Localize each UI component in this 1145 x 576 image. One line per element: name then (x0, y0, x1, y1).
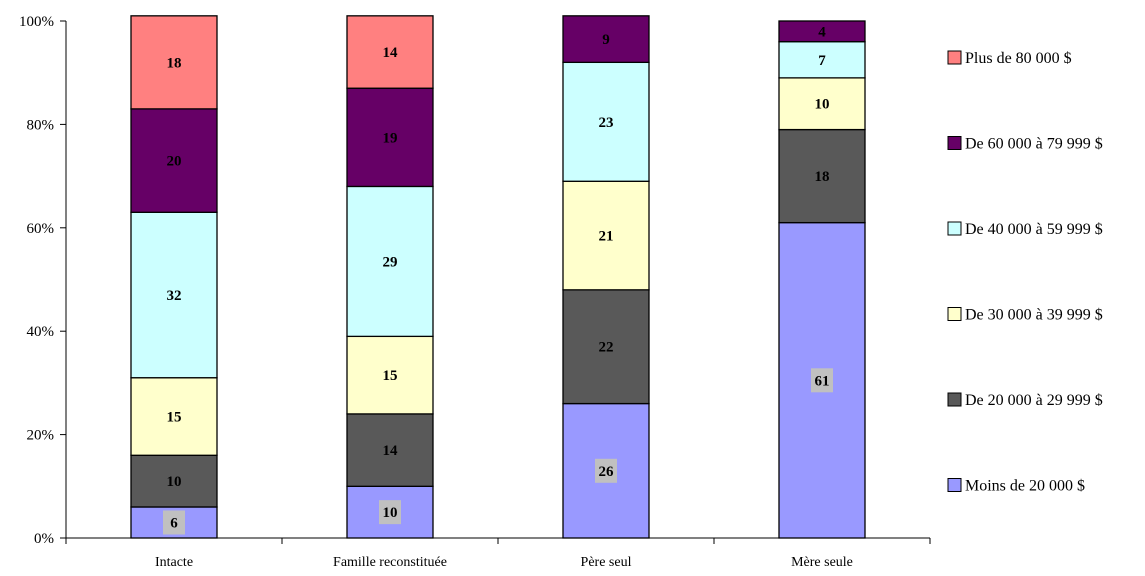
data-label: 18 (815, 169, 830, 185)
y-tick-label: 60% (27, 221, 55, 237)
data-label-background (595, 458, 617, 483)
data-label-background (811, 368, 833, 393)
y-tick-label: 0% (34, 531, 54, 547)
legend-label: De 20 000 à 29 999 $ (965, 392, 1103, 409)
legend-swatch (947, 392, 962, 407)
legend: Plus de 80 000 $ De 60 000 à 79 999 $ De 4… (947, 50, 1103, 495)
data-label: 15 (383, 368, 398, 384)
data-label-background (163, 510, 185, 535)
y-tick-label: 40% (27, 324, 55, 340)
data-label: 15 (167, 410, 182, 426)
bar-segment (130, 15, 218, 110)
legend-swatch (947, 307, 962, 321)
data-label: 4 (818, 24, 826, 40)
data-label: 29 (383, 254, 398, 270)
legend-swatch (947, 50, 962, 65)
y-tick-label: 20% (27, 428, 55, 444)
axes: Intacte Famille reconstituée Père seul Mère… (19, 14, 931, 570)
data-label: 19 (383, 130, 398, 146)
bar-segment (130, 211, 218, 379)
legend-label: Moins de 20 000 $ (965, 478, 1085, 495)
data-label: 23 (599, 115, 614, 131)
legend-swatch (947, 136, 962, 150)
plot-area: 6 10 15 32 20 18 10 14 15 29 19 14 26 22 21 23 9 61 18 10 7 4 (130, 15, 866, 539)
legend-label: De 30 000 à 39 999 $ (965, 307, 1103, 324)
y-tick-label: 100% (19, 14, 54, 30)
bar-segment (562, 180, 650, 291)
legend-label: De 60 000 à 79 999 $ (965, 136, 1103, 153)
bar-segment (130, 454, 218, 508)
bar-segment (346, 185, 434, 338)
bar-segment (346, 413, 434, 487)
data-label: 26 (599, 464, 615, 480)
data-label-background (379, 500, 401, 525)
bar-segment (778, 128, 866, 224)
data-label: 6 (170, 515, 178, 531)
y-tick-label: 80% (27, 117, 55, 133)
data-label: 14 (383, 45, 399, 61)
data-label: 61 (815, 373, 830, 389)
bar-segment (562, 289, 650, 405)
bar-segment (130, 377, 218, 456)
bar-segment (562, 15, 650, 64)
bar-segment (346, 15, 434, 89)
data-label: 10 (815, 97, 830, 113)
x-tick-label: Intacte (155, 555, 193, 570)
data-label: 9 (602, 32, 610, 48)
data-label: 18 (167, 55, 182, 71)
x-tick-label: Famille reconstituée (333, 555, 447, 570)
legend-label: De 40 000 à 59 999 $ (965, 221, 1103, 238)
data-label: 32 (167, 288, 182, 304)
legend-label: Plus de 80 000 $ (965, 50, 1072, 67)
data-label: 10 (383, 505, 398, 521)
data-label: 22 (599, 340, 614, 356)
data-label: 10 (167, 474, 182, 490)
x-tick-label: Père seul (581, 555, 632, 570)
bar-segment (778, 41, 866, 79)
data-label: 21 (599, 229, 614, 245)
legend-swatch (947, 478, 962, 492)
bar-segment (346, 335, 434, 415)
legend-swatch (947, 221, 962, 236)
bar-segment (778, 77, 866, 131)
bar-segment (778, 20, 866, 43)
data-label: 14 (383, 443, 399, 459)
bar-segment (562, 61, 650, 182)
data-label: 20 (167, 154, 182, 170)
x-tick-label: Mère seule (791, 555, 853, 570)
data-label: 7 (818, 53, 826, 69)
